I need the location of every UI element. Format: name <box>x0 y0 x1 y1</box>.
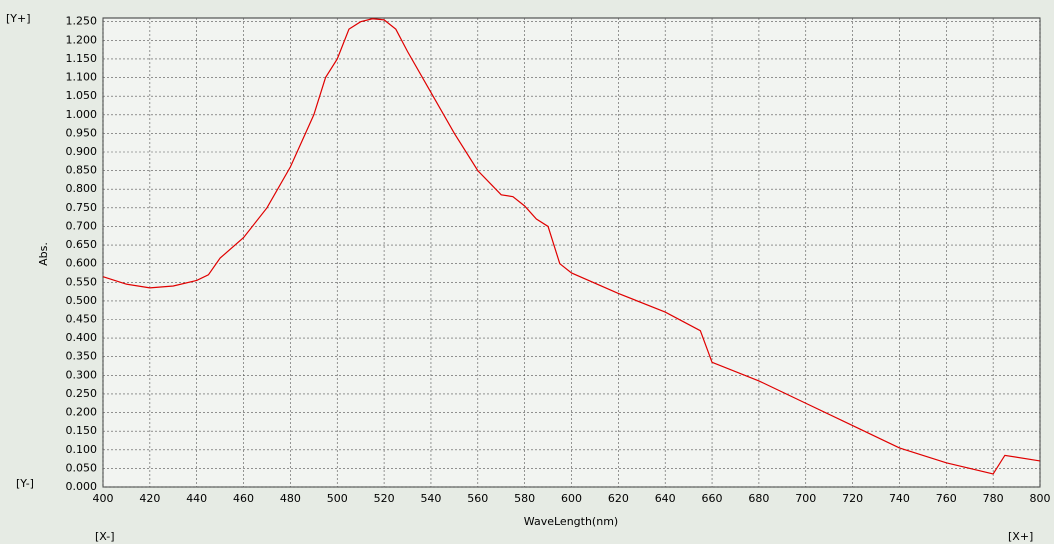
y-tick-label: 0.700 <box>66 219 98 232</box>
x-tick-label: 760 <box>936 492 957 505</box>
x-tick-label: 660 <box>702 492 723 505</box>
corner-label: [X+] <box>1008 530 1033 543</box>
y-tick-label: 0.200 <box>66 406 98 419</box>
x-tick-label: 680 <box>748 492 769 505</box>
x-axis-title: WaveLength(nm) <box>524 515 618 528</box>
y-tick-label: 0.950 <box>66 126 98 139</box>
y-tick-label: 0.400 <box>66 331 98 344</box>
corner-label: [Y+] <box>6 12 31 25</box>
x-tick-label: 600 <box>561 492 582 505</box>
y-tick-label: 0.300 <box>66 368 98 381</box>
x-tick-label: 740 <box>889 492 910 505</box>
y-tick-label: 0.750 <box>66 201 98 214</box>
y-tick-label: 1.150 <box>66 52 98 65</box>
x-tick-label: 500 <box>327 492 348 505</box>
y-tick-label: 0.350 <box>66 350 98 363</box>
x-tick-label: 580 <box>514 492 535 505</box>
y-tick-label: 0.900 <box>66 145 98 158</box>
y-tick-label: 0.100 <box>66 443 98 456</box>
x-tick-label: 440 <box>186 492 207 505</box>
y-tick-label: 0.650 <box>66 238 98 251</box>
y-tick-label: 0.150 <box>66 424 98 437</box>
y-tick-label: 1.000 <box>66 108 98 121</box>
x-tick-label: 480 <box>280 492 301 505</box>
plot-area <box>103 18 1040 487</box>
corner-label: [X-] <box>95 530 115 543</box>
x-tick-label: 700 <box>795 492 816 505</box>
y-tick-label: 1.100 <box>66 71 98 84</box>
x-tick-label: 800 <box>1030 492 1051 505</box>
y-tick-label: 1.050 <box>66 89 98 102</box>
chart: [Y+] [Y-] [X-] [X+] WaveLength(nm) Abs. … <box>0 0 1054 544</box>
x-tick-label: 540 <box>420 492 441 505</box>
y-tick-label: 0.550 <box>66 275 98 288</box>
y-tick-label: 0.500 <box>66 294 98 307</box>
y-tick-label: 1.250 <box>66 15 98 28</box>
y-tick-label: 0.850 <box>66 164 98 177</box>
y-tick-label: 0.250 <box>66 387 98 400</box>
x-tick-label: 640 <box>655 492 676 505</box>
y-tick-label: 0.600 <box>66 257 98 270</box>
x-tick-label: 400 <box>93 492 114 505</box>
y-tick-label: 0.050 <box>66 461 98 474</box>
y-axis-title: Abs. <box>37 242 50 266</box>
x-tick-label: 420 <box>139 492 160 505</box>
x-tick-label: 460 <box>233 492 254 505</box>
x-tick-label: 520 <box>374 492 395 505</box>
x-tick-label: 780 <box>983 492 1004 505</box>
x-tick-label: 720 <box>842 492 863 505</box>
y-tick-label: 0.450 <box>66 313 98 326</box>
x-tick-label: 620 <box>608 492 629 505</box>
x-tick-label: 560 <box>467 492 488 505</box>
y-tick-label: 1.200 <box>66 33 98 46</box>
corner-label: [Y-] <box>16 477 34 490</box>
y-tick-label: 0.800 <box>66 182 98 195</box>
